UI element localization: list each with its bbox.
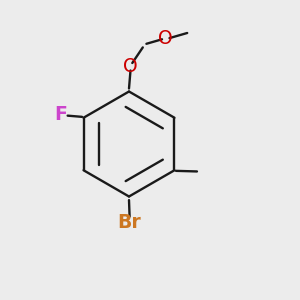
Text: F: F bbox=[55, 105, 68, 124]
Text: O: O bbox=[123, 57, 138, 76]
Text: Br: Br bbox=[118, 212, 142, 232]
Text: O: O bbox=[158, 29, 173, 49]
